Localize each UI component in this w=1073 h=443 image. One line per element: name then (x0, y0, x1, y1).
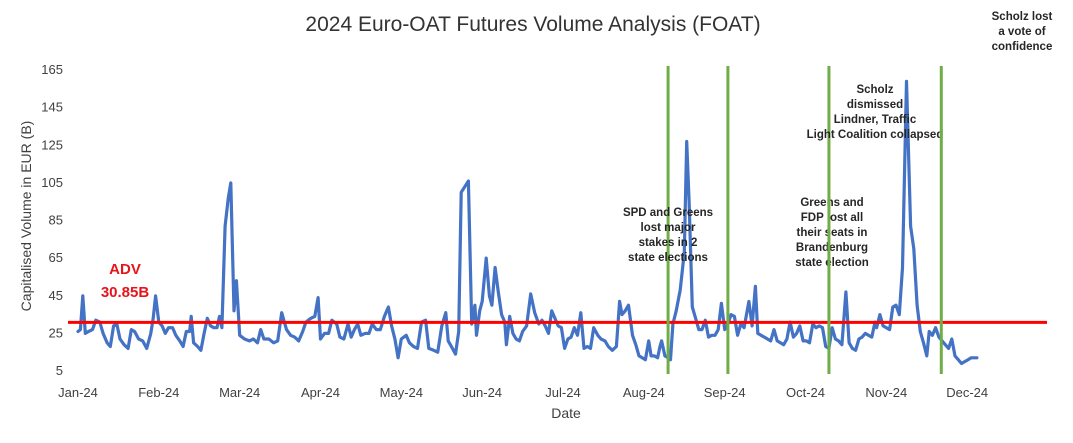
event-layer: SPD and Greens lost major stakes in 2 state… (623, 11, 1053, 374)
x-tick-label: Mar-24 (219, 385, 260, 400)
event-annotation: Scholz dismissed Lindner, Traffic Light Coa… (807, 84, 944, 141)
volume-series-line (76, 79, 979, 366)
event-annotation: Scholz lost a vote of confidence (992, 11, 1053, 53)
x-tick-label: Nov-24 (865, 385, 907, 400)
x-axis-title: Date (551, 405, 581, 421)
reference-layer: ADV 30.85B (68, 261, 1047, 324)
y-tick-label: 165 (41, 62, 63, 77)
series-layer (76, 79, 979, 366)
y-tick-label: 65 (49, 250, 63, 265)
x-tick-label: Jan-24 (58, 385, 98, 400)
y-tick-label: 85 (49, 213, 63, 228)
adv-label: ADV (109, 261, 141, 278)
x-axis-ticks: Jan-24 Feb-24 Mar-24 Apr-24 May-24 Jun-24 Jul-… (58, 385, 988, 400)
x-tick-label: Apr-24 (301, 385, 340, 400)
x-tick-label: Feb-24 (138, 385, 179, 400)
y-tick-label: 105 (41, 175, 63, 190)
event-annotation: Greens and FDP lost all their seats in Bran… (795, 197, 869, 269)
y-tick-label: 125 (41, 137, 63, 152)
adv-value-label: 30.85B (101, 284, 150, 301)
event-annotation: SPD and Greens lost major stakes in 2 state… (623, 207, 713, 264)
y-axis-title: Capitalised Volume in EUR (B) (18, 121, 34, 312)
chart-title: 2024 Euro-OAT Futures Volume Analysis (F… (305, 13, 760, 36)
y-tick-label: 25 (49, 325, 63, 340)
x-tick-label: Jun-24 (462, 385, 502, 400)
x-tick-label: May-24 (380, 385, 423, 400)
y-axis-ticks: 5 25 45 65 85 105 125 145 165 (41, 62, 63, 378)
y-tick-label: 5 (56, 363, 63, 378)
y-tick-label: 45 (49, 288, 63, 303)
x-tick-label: Sep-24 (704, 385, 746, 400)
x-tick-label: Oct-24 (786, 385, 825, 400)
x-tick-label: Dec-24 (946, 385, 988, 400)
y-tick-label: 145 (41, 100, 63, 115)
x-tick-label: Jul-24 (545, 385, 580, 400)
x-tick-label: Aug-24 (623, 385, 665, 400)
